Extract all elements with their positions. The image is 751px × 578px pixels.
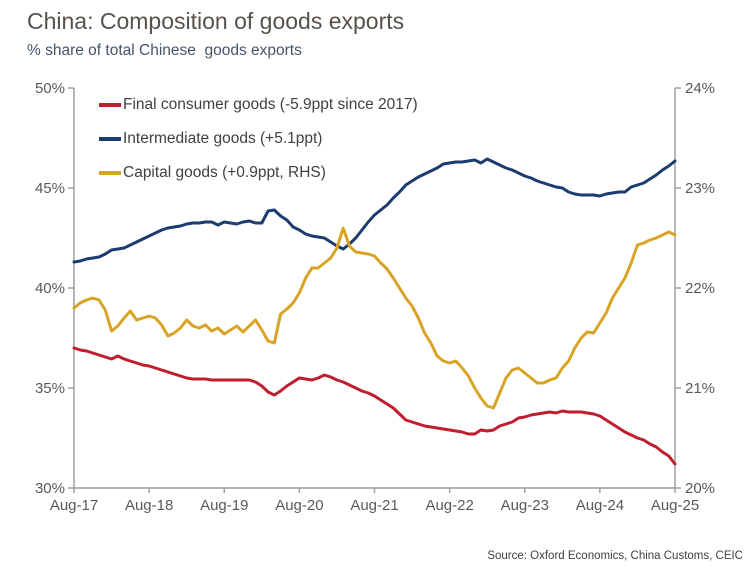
x-axis-label: Aug-24 <box>576 497 624 514</box>
chart-title: China: Composition of goods exports <box>27 8 405 34</box>
y-axis-right-label: 24% <box>685 80 715 97</box>
series-line-final-consumer <box>72 346 677 466</box>
y-axis-left-label: 50% <box>35 80 65 97</box>
legend-item-intermediate-goods: Intermediate goods (+5.1ppt) <box>99 122 418 156</box>
x-axis-label: Aug-20 <box>275 497 323 514</box>
legend-swatch-red-line <box>99 103 121 107</box>
x-axis-label: Aug-19 <box>200 497 248 514</box>
legend-swatch-navy-line <box>99 137 121 141</box>
legend-label: Capital goods (+0.9ppt, RHS) <box>123 164 326 181</box>
x-axis-label: Aug-23 <box>501 497 549 514</box>
y-axis-right-label: 23% <box>685 180 715 197</box>
legend-item-final-consumer-goods: Final consumer goods (-5.9ppt since 2017… <box>99 88 418 122</box>
x-axis-label: Aug-17 <box>50 497 98 514</box>
x-axis-label: Aug-22 <box>425 497 473 514</box>
legend: Final consumer goods (-5.9ppt since 2017… <box>99 88 418 190</box>
legend-item-capital-goods: Capital goods (+0.9ppt, RHS) <box>99 156 418 190</box>
x-axis-label: Aug-21 <box>350 497 398 514</box>
chart-subtitle: % share of total Chinese goods exports <box>27 42 302 59</box>
legend-label: Intermediate goods (+5.1ppt) <box>123 130 323 147</box>
y-axis-left-label: 40% <box>35 280 65 297</box>
source-attribution: Source: Oxford Economics, China Customs,… <box>487 550 743 562</box>
series-line-capital-goods <box>72 226 677 410</box>
legend-swatch-gold-line <box>99 171 121 175</box>
x-axis-label: Aug-18 <box>125 497 173 514</box>
legend-label: Final consumer goods (-5.9ppt since 2017… <box>123 96 418 113</box>
y-axis-right-label: 22% <box>685 280 715 297</box>
y-axis-left-label: 30% <box>35 480 65 497</box>
y-axis-right-label: 20% <box>685 480 715 497</box>
x-axis-label: Aug-25 <box>651 497 699 514</box>
y-axis-right-label: 21% <box>685 380 715 397</box>
series-line-intermediate-goods <box>72 157 677 264</box>
y-axis-left-label: 35% <box>35 380 65 397</box>
y-axis-left-label: 45% <box>35 180 65 197</box>
